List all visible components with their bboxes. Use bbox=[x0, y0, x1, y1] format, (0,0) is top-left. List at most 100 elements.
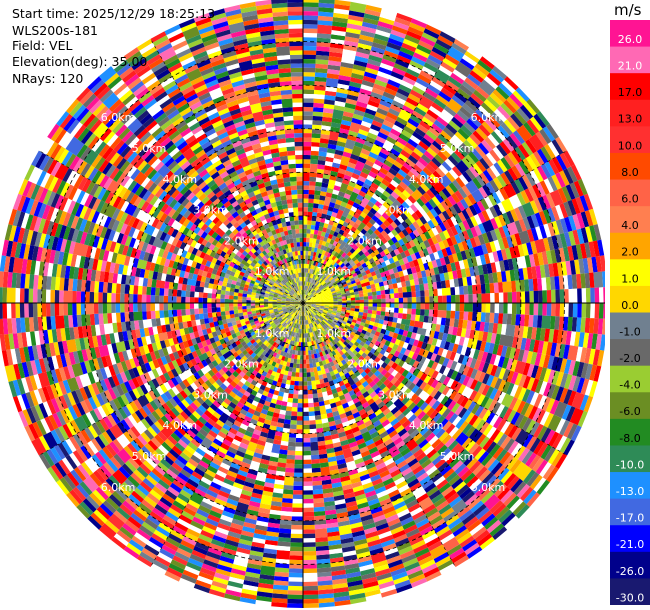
velocity-gate-ray-14 bbox=[457, 86, 510, 140]
velocity-gate-ray-93 bbox=[57, 251, 65, 265]
velocity-gate-ray-12 bbox=[374, 116, 449, 209]
colorbar-tick-label: 6.0 bbox=[621, 193, 639, 206]
velocity-gate-ray-76 bbox=[113, 429, 155, 467]
velocity-gate-ray-104 bbox=[82, 93, 137, 146]
velocity-gate-ray-19 bbox=[445, 165, 522, 218]
velocity-gate-ray-62 bbox=[279, 445, 288, 451]
velocity-gate-ray-73 bbox=[253, 335, 276, 361]
velocity-gate-ray-96 bbox=[203, 265, 222, 277]
velocity-gate-ray-57 bbox=[326, 522, 339, 529]
velocity-gate-ray-15 bbox=[463, 102, 514, 152]
velocity-gate-ray-44 bbox=[509, 498, 524, 513]
range-ring-label: 1.0km bbox=[255, 327, 290, 340]
velocity-gate-ray-88 bbox=[55, 315, 65, 329]
velocity-gate-ray-101 bbox=[98, 159, 110, 173]
velocity-gate-ray-33 bbox=[550, 342, 570, 360]
velocity-gate-ray-48 bbox=[412, 465, 424, 475]
velocity-gate-ray-52 bbox=[340, 398, 415, 560]
colorbar-tick-label: -26.0 bbox=[616, 565, 644, 578]
velocity-gate-ray-9 bbox=[405, 97, 419, 107]
velocity-gate-ray-94 bbox=[51, 236, 266, 295]
velocity-gate-ray-81 bbox=[231, 333, 237, 339]
velocity-gate-ray-95 bbox=[29, 215, 200, 275]
velocity-gate-ray-100 bbox=[106, 179, 208, 247]
velocity-gate-ray-50 bbox=[316, 329, 343, 373]
velocity-gate-ray-117 bbox=[290, 225, 296, 230]
velocity-gate-ray-86 bbox=[139, 328, 146, 338]
colorbar-segment bbox=[610, 285, 650, 313]
velocity-gate-ray-59 bbox=[303, 407, 318, 582]
velocity-gate-ray-86 bbox=[272, 307, 278, 310]
velocity-gate-ray-64 bbox=[279, 311, 302, 393]
velocity-gate-ray-34 bbox=[319, 306, 325, 309]
ray-line bbox=[150, 38, 304, 304]
velocity-gate-ray-2 bbox=[304, 277, 308, 286]
velocity-gate-ray-112 bbox=[178, 18, 268, 212]
velocity-gate-ray-67 bbox=[260, 394, 268, 401]
velocity-gate-ray-46 bbox=[388, 403, 435, 456]
velocity-gate-ray-90 bbox=[150, 295, 225, 303]
velocity-gate-ray-22 bbox=[362, 274, 369, 280]
velocity-gate-ray-19 bbox=[343, 274, 349, 279]
velocity-gate-ray-48 bbox=[326, 338, 470, 541]
velocity-gate-ray-53 bbox=[339, 412, 347, 419]
velocity-gate-ray-78 bbox=[123, 416, 134, 429]
velocity-gate-ray-7 bbox=[318, 34, 420, 264]
velocity-gate-ray-80 bbox=[240, 332, 247, 338]
velocity-gate-ray-17 bbox=[482, 154, 494, 168]
velocity-gate-ray-72 bbox=[116, 360, 260, 543]
nrays-text: NRays: 120 bbox=[12, 71, 84, 86]
velocity-gate-ray-100 bbox=[220, 250, 227, 258]
colorbar-segment bbox=[610, 392, 650, 420]
colorbar-segment bbox=[610, 126, 650, 154]
velocity-gate-ray-111 bbox=[245, 187, 254, 195]
velocity-gate-ray-100 bbox=[269, 281, 274, 286]
velocity-gate-ray-96 bbox=[29, 199, 104, 237]
velocity-gate-ray-83 bbox=[87, 352, 153, 385]
velocity-gate-ray-19 bbox=[533, 151, 545, 166]
velocity-gate-ray-116 bbox=[255, 74, 273, 116]
velocity-gate-ray-38 bbox=[372, 334, 487, 394]
velocity-gate-ray-11 bbox=[312, 284, 316, 289]
velocity-gate-ray-92 bbox=[60, 264, 222, 295]
velocity-gate-ray-101 bbox=[149, 195, 289, 294]
velocity-gate-ray-86 bbox=[23, 346, 31, 362]
colorbar-segment bbox=[610, 472, 650, 500]
velocity-gate-ray-80 bbox=[213, 340, 232, 354]
velocity-gate-ray-56 bbox=[333, 494, 358, 562]
velocity-gate-ray-13 bbox=[305, 66, 508, 300]
velocity-gate-ray-25 bbox=[530, 237, 551, 255]
velocity-gate-ray-117 bbox=[256, 4, 277, 54]
ray-line bbox=[302, 302, 568, 456]
velocity-gate-ray-98 bbox=[92, 198, 203, 257]
velocity-gate-ray-84 bbox=[231, 305, 295, 326]
velocity-gate-ray-104 bbox=[170, 176, 189, 196]
velocity-gate-ray-42 bbox=[411, 385, 466, 430]
velocity-gate-ray-71 bbox=[231, 398, 239, 406]
velocity-gate-ray-15 bbox=[346, 256, 352, 263]
velocity-gate-ray-113 bbox=[237, 129, 263, 181]
velocity-gate-ray-97 bbox=[181, 249, 228, 274]
velocity-gate-ray-48 bbox=[319, 327, 367, 395]
velocity-gate-ray-34 bbox=[534, 352, 542, 367]
velocity-gate-ray-109 bbox=[224, 178, 238, 194]
velocity-gate-ray-31 bbox=[303, 303, 404, 314]
velocity-gate-ray-46 bbox=[330, 335, 467, 493]
velocity-gate-ray-49 bbox=[403, 471, 415, 481]
velocity-gate-ray-103 bbox=[140, 163, 151, 175]
velocity-gate-ray-95 bbox=[79, 231, 142, 259]
velocity-gate-ray-63 bbox=[245, 303, 303, 579]
velocity-gate-ray-108 bbox=[254, 233, 277, 265]
velocity-gate-ray-27 bbox=[303, 261, 568, 303]
velocity-gate-ray-28 bbox=[571, 272, 591, 289]
velocity-gate-ray-50 bbox=[380, 450, 419, 509]
velocity-gate-ray-83 bbox=[265, 313, 271, 318]
velocity-gate-ray-103 bbox=[157, 177, 193, 210]
velocity-gate-ray-5 bbox=[370, 46, 386, 55]
colorbar-tick-label: 26.0 bbox=[618, 33, 643, 46]
velocity-gate-ray-103 bbox=[123, 148, 245, 254]
velocity-gate-ray-61 bbox=[299, 316, 303, 338]
velocity-gate-ray-7 bbox=[401, 42, 417, 53]
velocity-gate-ray-10 bbox=[318, 272, 322, 278]
velocity-gate-ray-16 bbox=[358, 113, 524, 257]
